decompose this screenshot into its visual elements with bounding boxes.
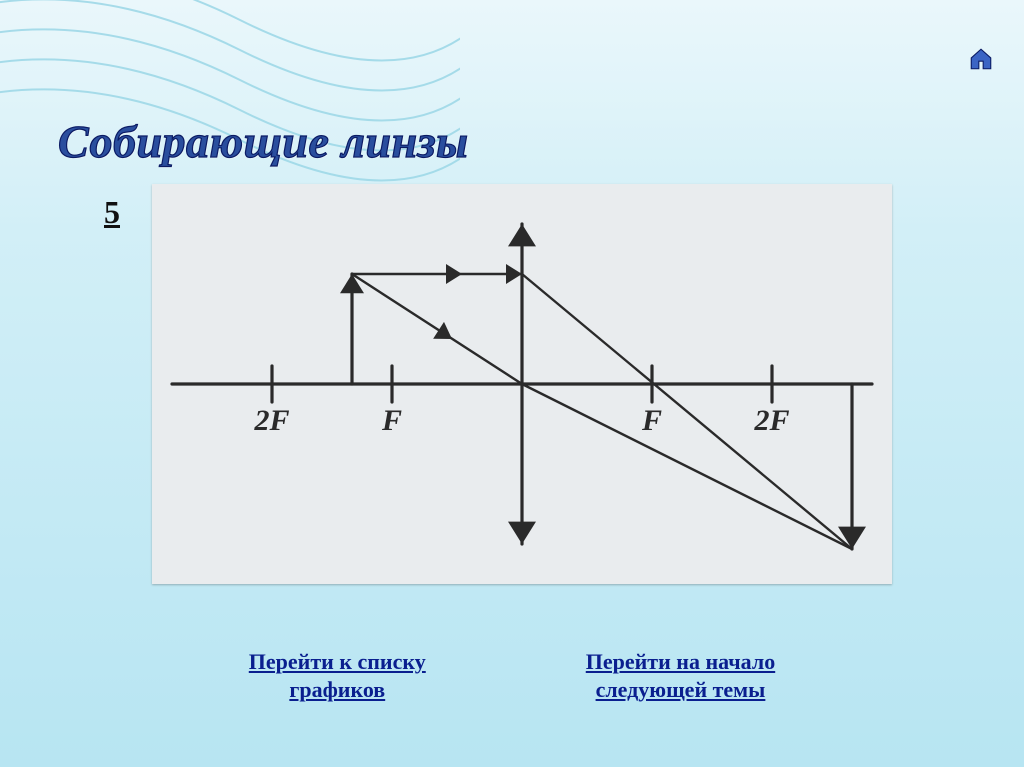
svg-text:2F: 2F xyxy=(253,404,289,437)
svg-text:F: F xyxy=(381,404,402,437)
home-icon[interactable] xyxy=(968,46,994,72)
link-graph-list[interactable]: Перейти к списку графиков xyxy=(249,648,426,703)
slide-links: Перейти к списку графиков Перейти на нач… xyxy=(0,648,1024,703)
link-next-topic[interactable]: Перейти на начало следующей темы xyxy=(586,648,775,703)
slide-title: Собирающие линзы xyxy=(58,115,469,168)
lens-diagram-svg: 2F F F 2F xyxy=(152,184,892,584)
svg-text:F: F xyxy=(641,404,662,437)
figure-number: 5 xyxy=(104,194,120,231)
lens-diagram: 2F F F 2F xyxy=(152,184,892,584)
slide: Собирающие линзы 5 2F F F 2F Перейти к спис… xyxy=(0,0,1024,767)
svg-text:2F: 2F xyxy=(753,404,789,437)
